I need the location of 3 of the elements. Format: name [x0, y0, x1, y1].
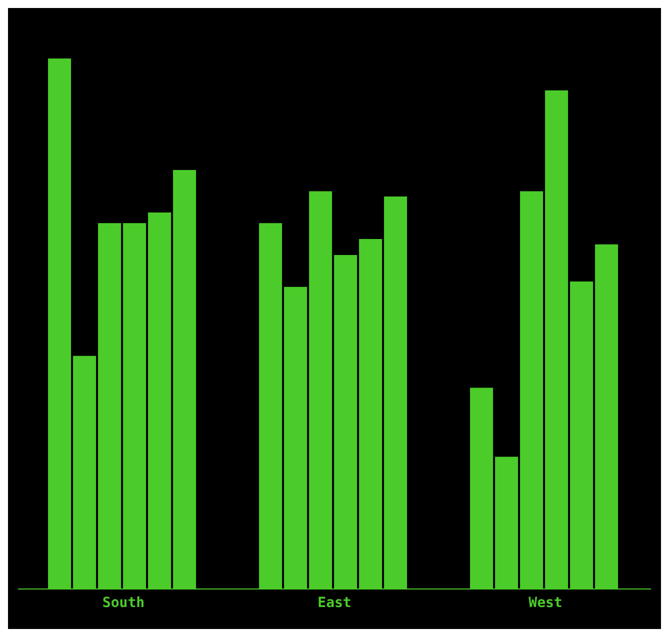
- x-tick-label: East: [318, 594, 352, 611]
- x-tick-label: South: [102, 594, 145, 611]
- x-tick-label: West: [528, 594, 562, 611]
